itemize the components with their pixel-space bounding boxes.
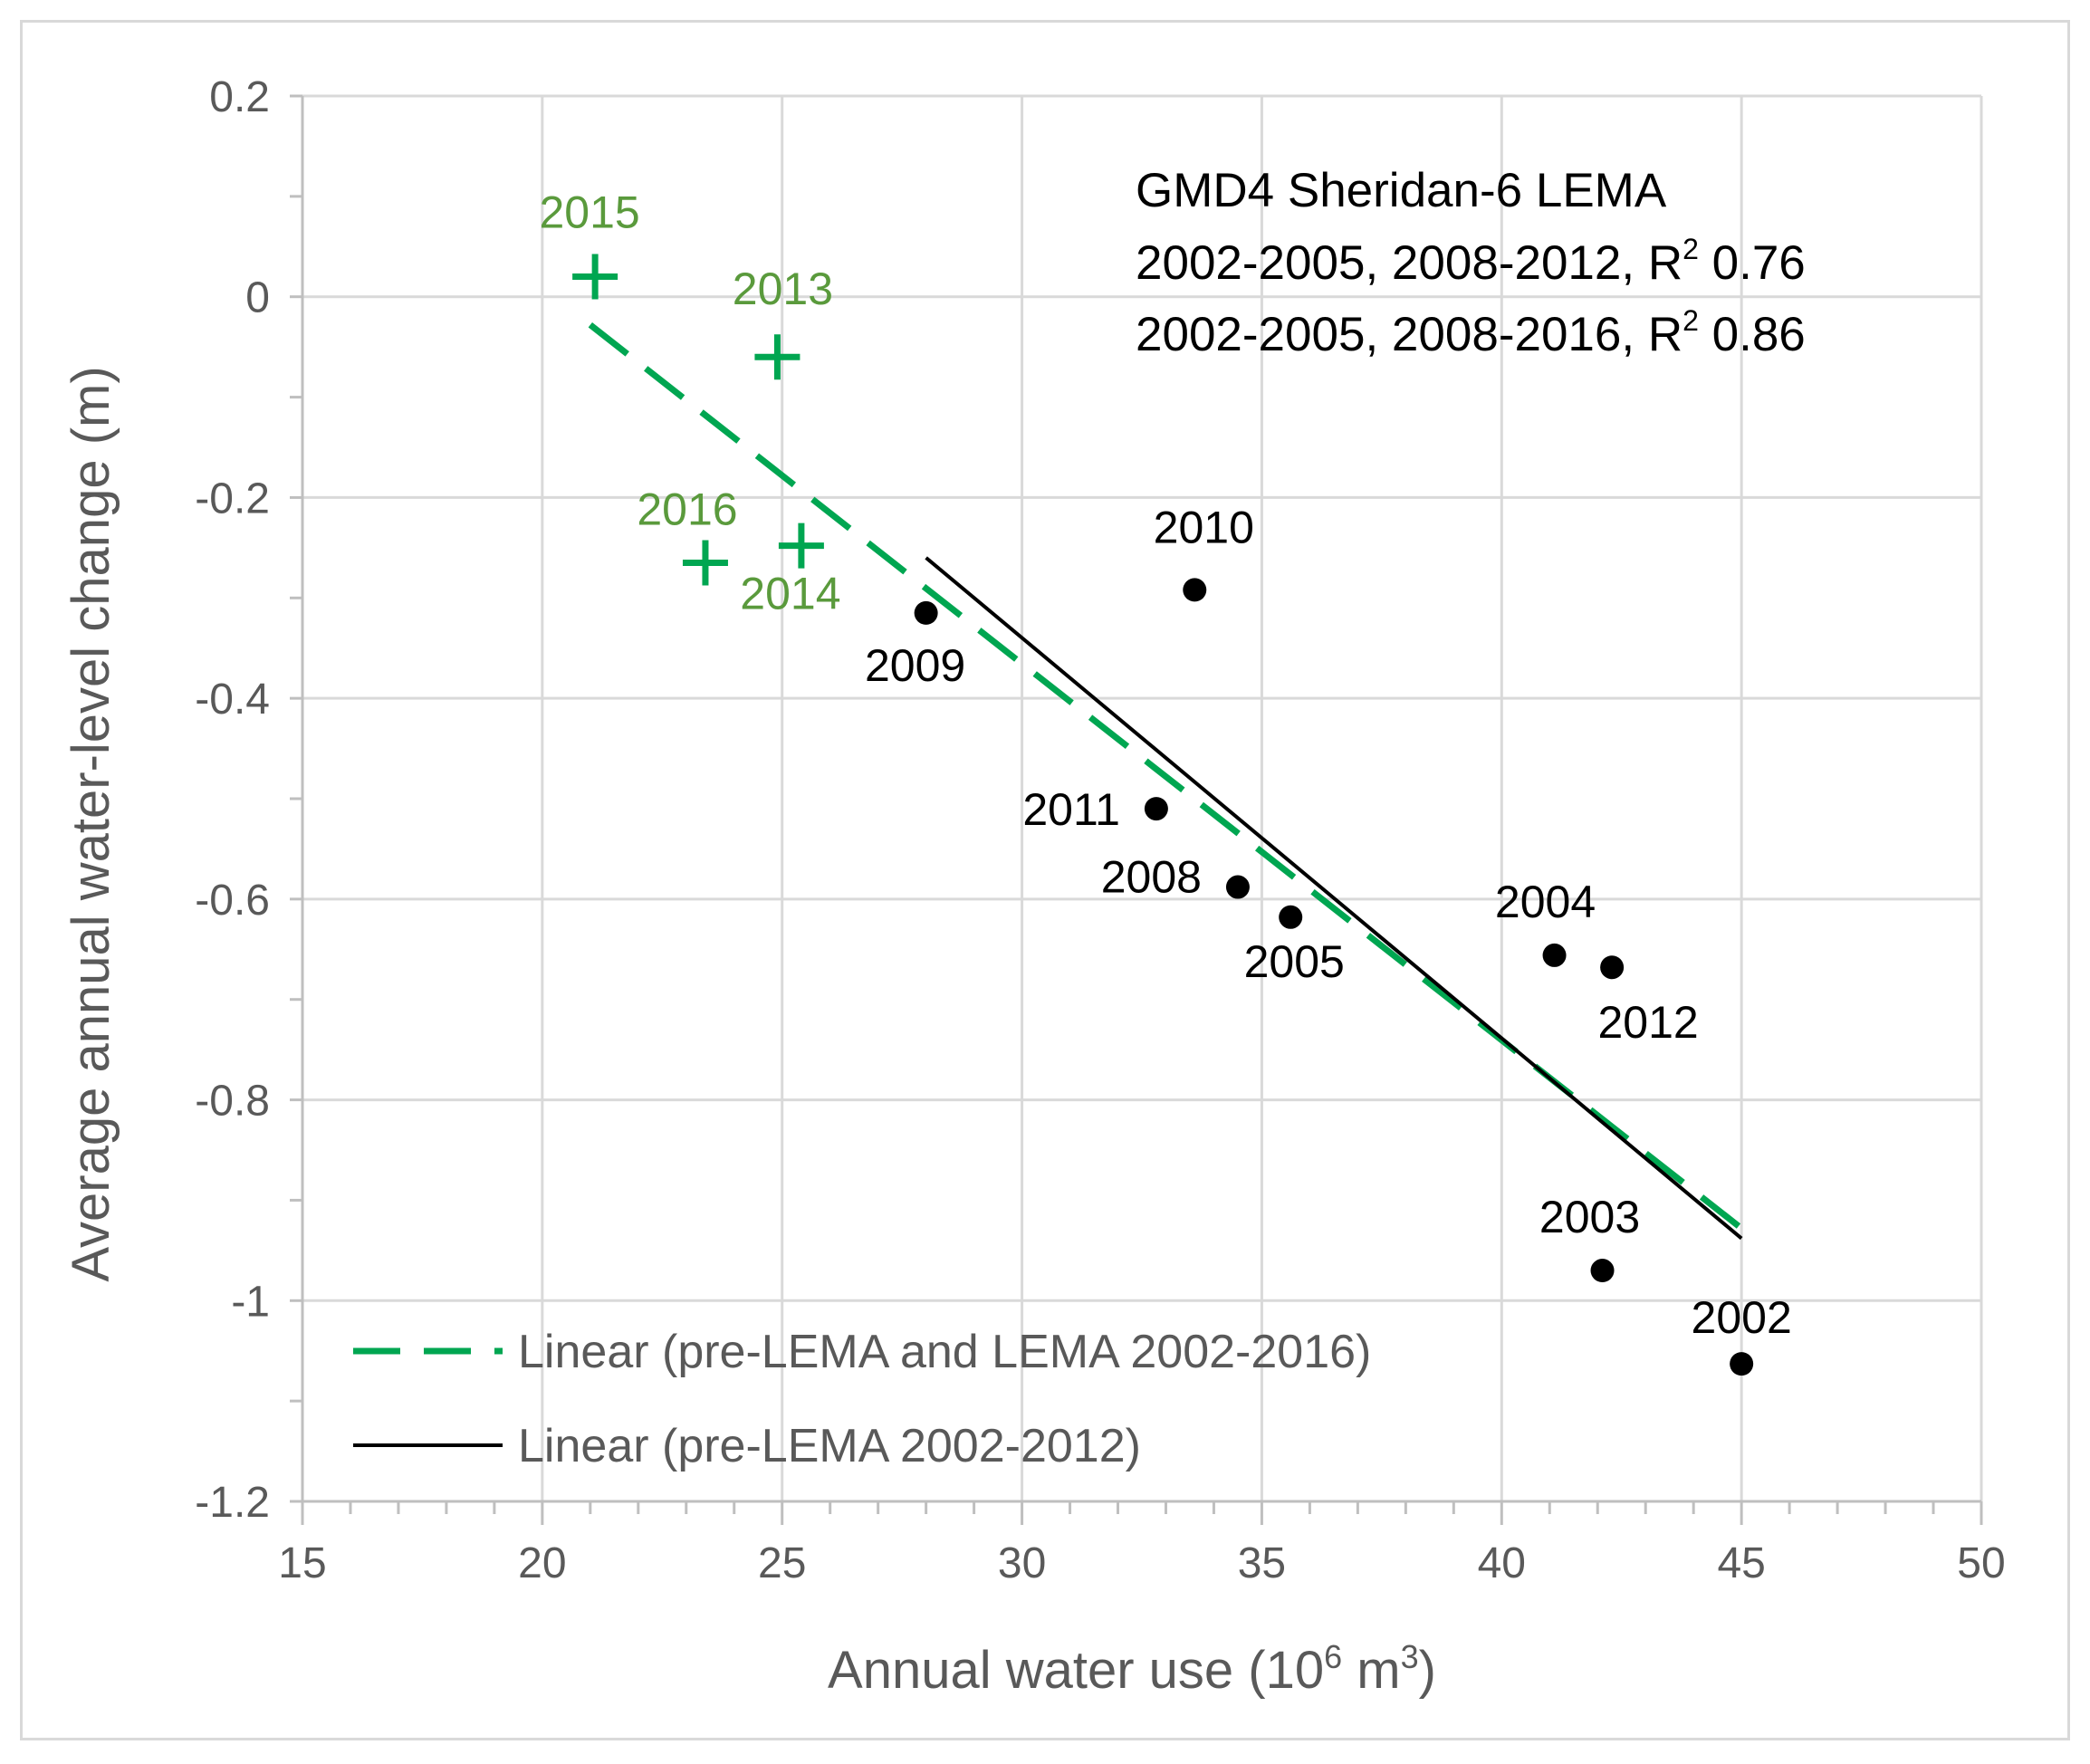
point-label-2008: 2008 bbox=[1101, 852, 1202, 903]
annotation-r2-2012: 2002-2005, 2008-2012, R2 0.76 bbox=[1136, 233, 1806, 290]
legend-label-dashed: Linear (pre-LEMA and LEMA 2002-2016) bbox=[518, 1326, 1371, 1378]
annotation-box: GMD4 Sheridan-6 LEMA 2002-2005, 2008-201… bbox=[1136, 164, 1806, 361]
x-tick-label: 35 bbox=[1238, 1539, 1286, 1587]
point-label-2010: 2010 bbox=[1154, 502, 1254, 552]
y-tick-label: -1.2 bbox=[195, 1479, 270, 1527]
points-layer: 2009 2010 2011 2008 2005 2004 2012 2003 2002 2015… bbox=[540, 187, 1792, 1376]
x-axis-title: Annual water use (106 m3) bbox=[828, 1638, 1436, 1700]
annotation-title: GMD4 Sheridan-6 LEMA bbox=[1136, 164, 1667, 217]
legend: Linear (pre-LEMA and LEMA 2002-2016) Lin… bbox=[353, 1326, 1371, 1472]
lema-point-2014 bbox=[778, 522, 824, 569]
data-point-2002 bbox=[1730, 1352, 1754, 1376]
x-tick-label: 20 bbox=[518, 1539, 566, 1587]
data-point-2008 bbox=[1225, 875, 1250, 899]
x-tick-label: 40 bbox=[1478, 1539, 1526, 1587]
point-label-2012: 2012 bbox=[1598, 997, 1699, 1048]
data-point-2012 bbox=[1600, 955, 1625, 980]
trendline-layer bbox=[588, 322, 1744, 1241]
point-label-2014: 2014 bbox=[740, 569, 840, 619]
x-tick-label: 45 bbox=[1717, 1539, 1765, 1587]
x-tick-label: 15 bbox=[278, 1539, 326, 1587]
y-tick-label: 0 bbox=[245, 274, 270, 322]
trendline-solid bbox=[925, 556, 1743, 1241]
y-tick-label: -0.8 bbox=[195, 1078, 270, 1126]
axes-layer: 0.2 0 -0.2 -0.4 -0.6 -0.8 -1 -1.215 20 25 30 35 40 45… bbox=[195, 73, 2005, 1587]
y-tick-label: 0.2 bbox=[209, 73, 270, 121]
data-point-2003 bbox=[1590, 1259, 1615, 1283]
lema-point-2013 bbox=[754, 334, 801, 380]
lema-point-2016 bbox=[682, 540, 728, 586]
y-tick-label: -0.4 bbox=[195, 676, 270, 724]
x-tick-label: 50 bbox=[1957, 1539, 2005, 1587]
y-tick-label: -0.6 bbox=[195, 877, 270, 925]
lema-point-2015 bbox=[572, 254, 618, 300]
point-label-2013: 2013 bbox=[733, 264, 833, 314]
point-label-2005: 2005 bbox=[1244, 936, 1345, 987]
point-label-2003: 2003 bbox=[1539, 1192, 1640, 1242]
point-label-2009: 2009 bbox=[865, 640, 965, 691]
grid-layer bbox=[302, 94, 1983, 1501]
annotation-r2-2016: 2002-2005, 2008-2016, R2 0.86 bbox=[1136, 304, 1806, 361]
point-label-2011: 2011 bbox=[1022, 784, 1120, 835]
data-point-2005 bbox=[1279, 905, 1303, 929]
data-point-2004 bbox=[1542, 943, 1567, 967]
y-tick-label: -1 bbox=[231, 1278, 270, 1326]
chart-frame bbox=[20, 20, 2070, 1740]
y-axis-title: Average annual water-level change (m) bbox=[62, 366, 120, 1281]
data-point-2010 bbox=[1183, 578, 1207, 602]
point-label-2002: 2002 bbox=[1692, 1292, 1792, 1343]
point-label-2015: 2015 bbox=[540, 187, 640, 238]
point-label-2016: 2016 bbox=[637, 484, 737, 534]
x-tick-label: 30 bbox=[998, 1539, 1046, 1587]
data-point-2009 bbox=[914, 600, 938, 625]
data-point-2011 bbox=[1144, 797, 1168, 821]
x-tick-label: 25 bbox=[758, 1539, 806, 1587]
legend-label-solid: Linear (pre-LEMA 2002-2012) bbox=[518, 1420, 1141, 1472]
y-tick-label: -0.2 bbox=[195, 475, 270, 522]
point-label-2004: 2004 bbox=[1495, 877, 1596, 927]
